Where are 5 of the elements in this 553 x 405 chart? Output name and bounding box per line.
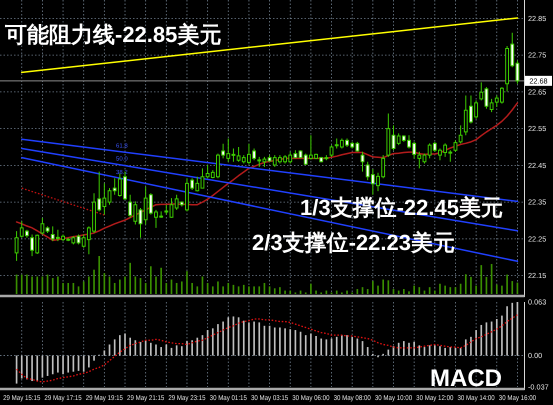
annotation: 可能阻力线-22.85美元 <box>4 22 222 47</box>
candlestick <box>360 151 364 172</box>
text: MACD <box>430 365 502 392</box>
candlestick <box>330 144 334 158</box>
candlestick <box>14 230 18 262</box>
